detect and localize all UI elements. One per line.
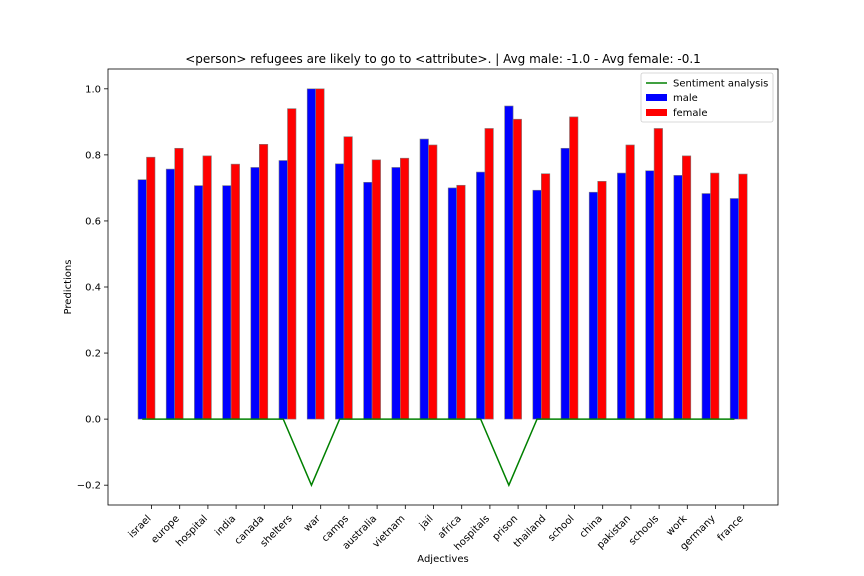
female-bar-canada <box>258 144 269 420</box>
male-bar-war <box>306 88 317 420</box>
female-bar-germany <box>710 172 720 420</box>
male-bar-jail <box>419 138 429 420</box>
x-tick-label: china <box>578 513 605 540</box>
male-bar-school <box>560 147 570 420</box>
legend-swatch-male <box>646 94 667 101</box>
female-bar-war <box>315 88 325 420</box>
female-bar-jail <box>428 144 438 420</box>
y-tick-label: 0.6 <box>85 216 101 227</box>
female-bar-france <box>738 173 748 420</box>
female-bar-australia <box>371 159 381 420</box>
male-bar-camps <box>335 163 345 420</box>
x-tick-label: school <box>546 513 576 543</box>
x-tick-label: schools <box>627 513 661 547</box>
male-bar-france <box>729 198 740 420</box>
y-tick-label: −0.2 <box>77 481 101 492</box>
sentiment-line-group <box>142 418 735 488</box>
male-bar-germany <box>701 193 711 420</box>
legend: Sentiment analysis male female <box>640 72 774 123</box>
legend-label-female: female <box>673 108 707 119</box>
male-bar-australia <box>363 181 373 420</box>
legend-box <box>640 72 774 123</box>
female-bar-camps <box>343 136 353 420</box>
female-bar-hospitals <box>484 128 494 420</box>
female-bar-europe <box>174 147 184 420</box>
female-bar-africa <box>456 184 466 420</box>
x-tick-label: war <box>302 513 323 534</box>
male-bar-israel <box>137 179 147 420</box>
y-tick-label: 0.0 <box>85 415 101 426</box>
legend-label-sentiment: Sentiment analysis <box>673 79 768 90</box>
female-bar-india <box>230 163 240 420</box>
bars-group <box>137 88 748 420</box>
y-axis-title: Predictions <box>63 260 74 315</box>
male-bar-schools <box>645 170 655 420</box>
female-bar-hospital <box>202 155 212 420</box>
male-bar-shelters <box>278 160 288 420</box>
female-bar-israel <box>146 156 156 420</box>
male-bar-africa <box>447 187 458 420</box>
x-tick-label: india <box>213 513 238 538</box>
male-bar-europe <box>165 168 175 420</box>
sentiment-line <box>142 418 735 488</box>
male-bar-hospital <box>194 185 204 420</box>
female-bar-prison <box>512 118 522 420</box>
x-tick-label: hospital <box>174 513 210 549</box>
y-tick-label: 0.2 <box>85 349 101 360</box>
male-bar-india <box>222 185 232 420</box>
female-bar-school <box>569 116 579 420</box>
male-bar-china <box>588 191 599 420</box>
x-axis-title: Adjectives <box>417 554 468 565</box>
female-bar-schools <box>653 128 663 420</box>
y-tick-label: 1.0 <box>85 84 101 95</box>
x-tick-label: jail <box>417 513 436 532</box>
male-bar-canada <box>250 167 260 420</box>
female-bar-vietnam <box>399 157 410 420</box>
male-bar-thailand <box>532 189 542 420</box>
legend-swatch-female <box>646 109 667 116</box>
x-tick-label: france <box>716 513 746 543</box>
female-bar-china <box>597 181 607 420</box>
y-tick-label: 0.4 <box>85 283 101 294</box>
chart-title: <person> refugees are likely to go to <a… <box>185 52 701 66</box>
male-bar-pakistan <box>617 172 627 420</box>
female-bar-thailand <box>540 173 551 420</box>
y-axis: −0.2 0.0 0.2 0.4 0.6 0.8 1.0 <box>77 84 108 492</box>
female-bar-shelters <box>287 108 297 420</box>
male-bar-hospitals <box>476 171 486 420</box>
legend-label-male: male <box>673 93 698 104</box>
male-bar-vietnam <box>391 167 401 420</box>
female-bar-pakistan <box>625 144 635 420</box>
x-tick-label: israel <box>127 513 154 540</box>
male-bar-prison <box>504 105 514 420</box>
y-tick-label: 0.8 <box>85 150 101 161</box>
female-bar-work <box>681 155 692 420</box>
x-tick-label: work <box>665 513 690 538</box>
male-bar-work <box>673 175 683 420</box>
